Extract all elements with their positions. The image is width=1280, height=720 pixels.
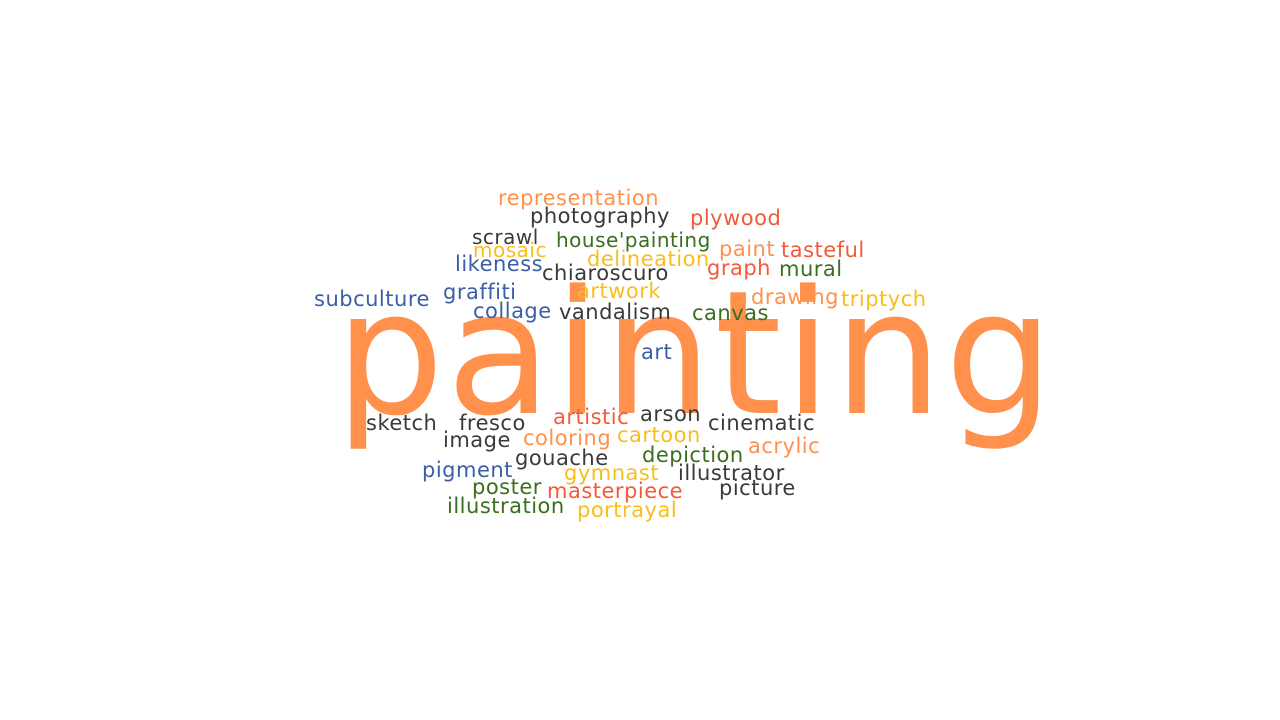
word-item: graph [707, 256, 771, 280]
word-item: picture [719, 476, 796, 500]
word-item: gouache [515, 446, 609, 470]
word-item: likeness [455, 252, 544, 276]
word-item: vandalism [559, 300, 672, 324]
word-item: cinematic [708, 411, 816, 435]
word-item: arson [640, 402, 702, 426]
word-item: house'painting [556, 228, 711, 252]
word-item: pigment [422, 458, 513, 482]
word-item: canvas [692, 301, 769, 325]
word-item: cartoon [617, 423, 701, 447]
word-item: mural [779, 257, 843, 281]
word-item: drawing [751, 285, 839, 309]
word-main: painting [335, 253, 1056, 454]
word-item: sketch [366, 411, 438, 435]
word-item: depiction [642, 443, 744, 467]
word-item: illustrator [678, 461, 785, 485]
word-item: photography [530, 204, 670, 228]
word-item: illustration [447, 494, 565, 518]
word-item: artwork [577, 279, 662, 303]
word-item: tasteful [781, 238, 865, 262]
word-item: portrayal [577, 498, 678, 522]
word-item: poster [472, 475, 542, 499]
word-item: masterpiece [547, 479, 684, 503]
word-item: fresco [459, 411, 526, 435]
word-item: chiaroscuro [542, 261, 669, 285]
word-item: scrawl [472, 225, 539, 249]
word-item: subculture [314, 287, 430, 311]
word-item: image [443, 428, 511, 452]
word-item: art [641, 340, 673, 364]
word-item: delineation [587, 247, 710, 271]
word-item: representation [498, 186, 660, 210]
word-item: artistic [553, 405, 630, 429]
word-item: coloring [523, 426, 612, 450]
word-item: collage [473, 299, 552, 323]
word-item: acrylic [748, 434, 821, 458]
word-item: paint [719, 237, 776, 261]
word-item: plywood [690, 206, 782, 230]
word-item: mosaic [473, 238, 547, 262]
word-item: graffiti [443, 280, 517, 304]
word-item: triptych [841, 287, 927, 311]
word-item: gymnast [564, 461, 660, 485]
